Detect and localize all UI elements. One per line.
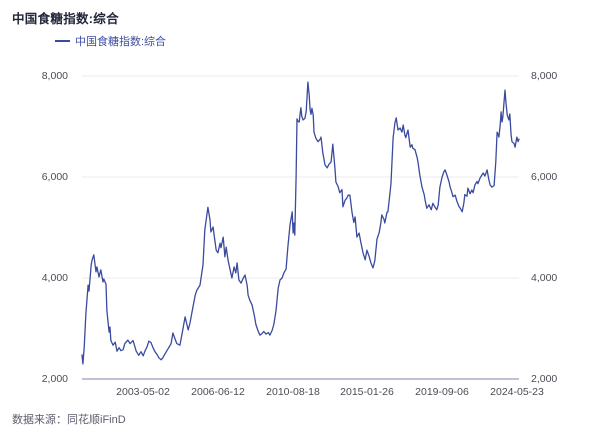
legend-series-label: 中国食糖指数:综合 (75, 36, 167, 48)
y-axis-label-left: 2,000 (41, 373, 68, 385)
chart-legend: 中国食糖指数:综合 (55, 33, 166, 49)
legend-line-swatch-icon (55, 40, 70, 42)
y-axis-label-left: 6,000 (41, 171, 68, 183)
x-axis-label: 2003-05-02 (116, 386, 170, 398)
y-axis-label-right: 2,000 (531, 373, 558, 385)
x-axis-label: 2010-08-18 (266, 386, 320, 398)
y-axis-label-right: 6,000 (531, 171, 558, 183)
page-title: 中国食糖指数:综合 (12, 12, 119, 26)
series-line (81, 81, 520, 365)
x-axis-label: 2006-06-12 (191, 386, 245, 398)
y-axis-label-left: 8,000 (41, 70, 68, 82)
x-axis-label: 2015-01-26 (340, 386, 394, 398)
data-source-note: 数据来源：同花顺iFinD (12, 414, 126, 426)
y-axis-label-right: 8,000 (531, 70, 558, 82)
y-axis-label-right: 4,000 (531, 272, 558, 284)
x-axis-label: 2019-09-06 (415, 386, 469, 398)
y-axis-label-left: 4,000 (41, 272, 68, 284)
x-axis-label: 2024-05-23 (490, 386, 544, 398)
